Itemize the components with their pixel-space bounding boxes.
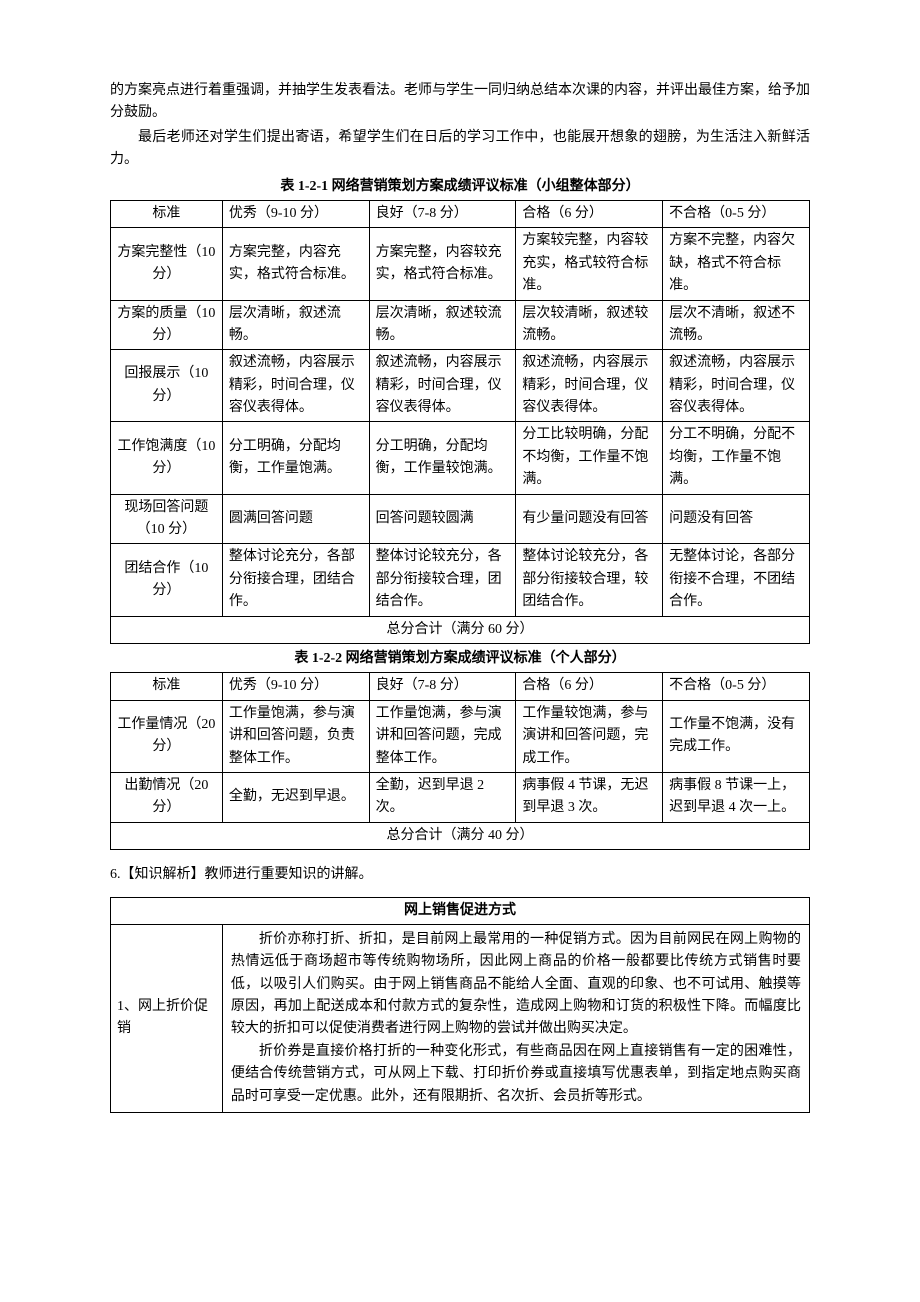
criteria-cell: 方案的质量（10 分） <box>111 300 223 350</box>
grade-cell: 问题没有回答 <box>663 494 810 544</box>
intro-paragraph-1: 的方案亮点进行着重强调，并抽学生发表看法。老师与学生一同归纳总结本次课的内容，并… <box>110 80 810 125</box>
grade-cell: 分工不明确，分配不均衡，工作量不饱满。 <box>663 422 810 494</box>
table-row: 工作饱满度（10 分） 分工明确，分配均衡，工作量饱满。 分工明确，分配均衡，工… <box>111 422 810 494</box>
grade-cell: 回答问题较圆满 <box>369 494 516 544</box>
grade-cell: 方案较完整，内容较充实，格式较符合标准。 <box>516 228 663 300</box>
table1-title: 表 1-2-1 网络营销策划方案成绩评议标准（小组整体部分） <box>110 176 810 198</box>
grade-cell: 整体讨论充分，各部分衔接合理，团结合作。 <box>222 544 369 616</box>
promotion-title-row: 网上销售促进方式 <box>111 897 810 924</box>
table1-header-fail: 不合格（0-5 分） <box>663 200 810 227</box>
grade-cell: 有少量问题没有回答 <box>516 494 663 544</box>
grade-cell: 工作量较饱满，参与演讲和回答问题，完成工作。 <box>516 700 663 772</box>
grade-cell: 叙述流畅，内容展示精彩，时间合理，仪容仪表得体。 <box>222 350 369 422</box>
grade-cell: 整体讨论较充分，各部分衔接较合理，团结合作。 <box>369 544 516 616</box>
grade-cell: 工作量饱满，参与演讲和回答问题，完成整体工作。 <box>369 700 516 772</box>
promotion-paragraph-1: 折价亦称打折、折扣，是目前网上最常用的一种促销方式。因为目前网民在网上购物的热情… <box>231 929 801 1041</box>
grade-cell: 全勤，无迟到早退。 <box>222 772 369 822</box>
table-row: 工作量情况（20 分） 工作量饱满，参与演讲和回答问题，负责整体工作。 工作量饱… <box>111 700 810 772</box>
table1-total: 总分合计（满分 60 分） <box>111 616 810 643</box>
grade-cell: 分工明确，分配均衡，工作量饱满。 <box>222 422 369 494</box>
grade-cell: 工作量不饱满，没有完成工作。 <box>663 700 810 772</box>
grade-cell: 层次清晰，叙述较流畅。 <box>369 300 516 350</box>
table1-total-row: 总分合计（满分 60 分） <box>111 616 810 643</box>
promotion-table: 网上销售促进方式 1、网上折价促销 折价亦称打折、折扣，是目前网上最常用的一种促… <box>110 897 810 1114</box>
grade-cell: 工作量饱满，参与演讲和回答问题，负责整体工作。 <box>222 700 369 772</box>
table2-header-good: 良好（7-8 分） <box>369 673 516 700</box>
grade-cell: 分工比较明确，分配不均衡，工作量不饱满。 <box>516 422 663 494</box>
table-row: 团结合作（10 分） 整体讨论充分，各部分衔接合理，团结合作。 整体讨论较充分，… <box>111 544 810 616</box>
grade-cell: 层次不清晰，叙述不流畅。 <box>663 300 810 350</box>
rubric-table-individual: 标准 优秀（9-10 分） 良好（7-8 分） 合格（6 分） 不合格（0-5 … <box>110 672 810 850</box>
criteria-cell: 方案完整性（10 分） <box>111 228 223 300</box>
promotion-paragraph-2: 折价券是直接价格打折的一种变化形式，有些商品因在网上直接销售有一定的困难性，便结… <box>231 1041 801 1108</box>
grade-cell: 方案完整，内容较充实，格式符合标准。 <box>369 228 516 300</box>
table1-header-good: 良好（7-8 分） <box>369 200 516 227</box>
criteria-cell: 出勤情况（20 分） <box>111 772 223 822</box>
rubric-table-group: 标准 优秀（9-10 分） 良好（7-8 分） 合格（6 分） 不合格（0-5 … <box>110 200 810 644</box>
grade-cell: 叙述流畅，内容展示精彩，时间合理，仪容仪表得体。 <box>516 350 663 422</box>
table2-header-excellent: 优秀（9-10 分） <box>222 673 369 700</box>
promotion-body: 折价亦称打折、折扣，是目前网上最常用的一种促销方式。因为目前网民在网上购物的热情… <box>222 924 809 1112</box>
table2-title: 表 1-2-2 网络营销策划方案成绩评议标准（个人部分） <box>110 648 810 670</box>
grade-cell: 病事假 4 节课，无迟到早退 3 次。 <box>516 772 663 822</box>
grade-cell: 层次清晰，叙述流畅。 <box>222 300 369 350</box>
criteria-cell: 工作量情况（20 分） <box>111 700 223 772</box>
grade-cell: 病事假 8 节课一上，迟到早退 4 次一上。 <box>663 772 810 822</box>
intro-paragraph-2: 最后老师还对学生们提出寄语，希望学生们在日后的学习工作中，也能展开想象的翅膀，为… <box>110 127 810 172</box>
grade-cell: 叙述流畅，内容展示精彩，时间合理，仪容仪表得体。 <box>369 350 516 422</box>
table1-header-row: 标准 优秀（9-10 分） 良好（7-8 分） 合格（6 分） 不合格（0-5 … <box>111 200 810 227</box>
criteria-cell: 回报展示（10 分） <box>111 350 223 422</box>
table-row: 方案完整性（10 分） 方案完整，内容充实，格式符合标准。 方案完整，内容较充实… <box>111 228 810 300</box>
criteria-cell: 团结合作（10 分） <box>111 544 223 616</box>
grade-cell: 圆满回答问题 <box>222 494 369 544</box>
table2-total-row: 总分合计（满分 40 分） <box>111 822 810 849</box>
table-row: 回报展示（10 分） 叙述流畅，内容展示精彩，时间合理，仪容仪表得体。 叙述流畅… <box>111 350 810 422</box>
grade-cell: 分工明确，分配均衡，工作量较饱满。 <box>369 422 516 494</box>
table2-header-pass: 合格（6 分） <box>516 673 663 700</box>
criteria-cell: 现场回答问题（10 分） <box>111 494 223 544</box>
table2-header-fail: 不合格（0-5 分） <box>663 673 810 700</box>
table2-total: 总分合计（满分 40 分） <box>111 822 810 849</box>
grade-cell: 层次较清晰，叙述较流畅。 <box>516 300 663 350</box>
grade-cell: 方案完整，内容充实，格式符合标准。 <box>222 228 369 300</box>
table2-header-criteria: 标准 <box>111 673 223 700</box>
grade-cell: 方案不完整，内容欠缺，格式不符合标准。 <box>663 228 810 300</box>
table1-header-excellent: 优秀（9-10 分） <box>222 200 369 227</box>
table-row: 现场回答问题（10 分） 圆满回答问题 回答问题较圆满 有少量问题没有回答 问题… <box>111 494 810 544</box>
grade-cell: 全勤，迟到早退 2 次。 <box>369 772 516 822</box>
criteria-cell: 工作饱满度（10 分） <box>111 422 223 494</box>
promotion-row: 1、网上折价促销 折价亦称打折、折扣，是目前网上最常用的一种促销方式。因为目前网… <box>111 924 810 1112</box>
promotion-table-title: 网上销售促进方式 <box>111 897 810 924</box>
table-row: 出勤情况（20 分） 全勤，无迟到早退。 全勤，迟到早退 2 次。 病事假 4 … <box>111 772 810 822</box>
table1-header-pass: 合格（6 分） <box>516 200 663 227</box>
grade-cell: 叙述流畅，内容展示精彩，时间合理，仪容仪表得体。 <box>663 350 810 422</box>
table2-header-row: 标准 优秀（9-10 分） 良好（7-8 分） 合格（6 分） 不合格（0-5 … <box>111 673 810 700</box>
grade-cell: 无整体讨论，各部分衔接不合理，不团结合作。 <box>663 544 810 616</box>
table1-header-criteria: 标准 <box>111 200 223 227</box>
promotion-row-label: 1、网上折价促销 <box>111 924 223 1112</box>
knowledge-heading: 6.【知识解析】教师进行重要知识的讲解。 <box>110 864 810 886</box>
grade-cell: 整体讨论较充分，各部分衔接较合理，较团结合作。 <box>516 544 663 616</box>
table-row: 方案的质量（10 分） 层次清晰，叙述流畅。 层次清晰，叙述较流畅。 层次较清晰… <box>111 300 810 350</box>
